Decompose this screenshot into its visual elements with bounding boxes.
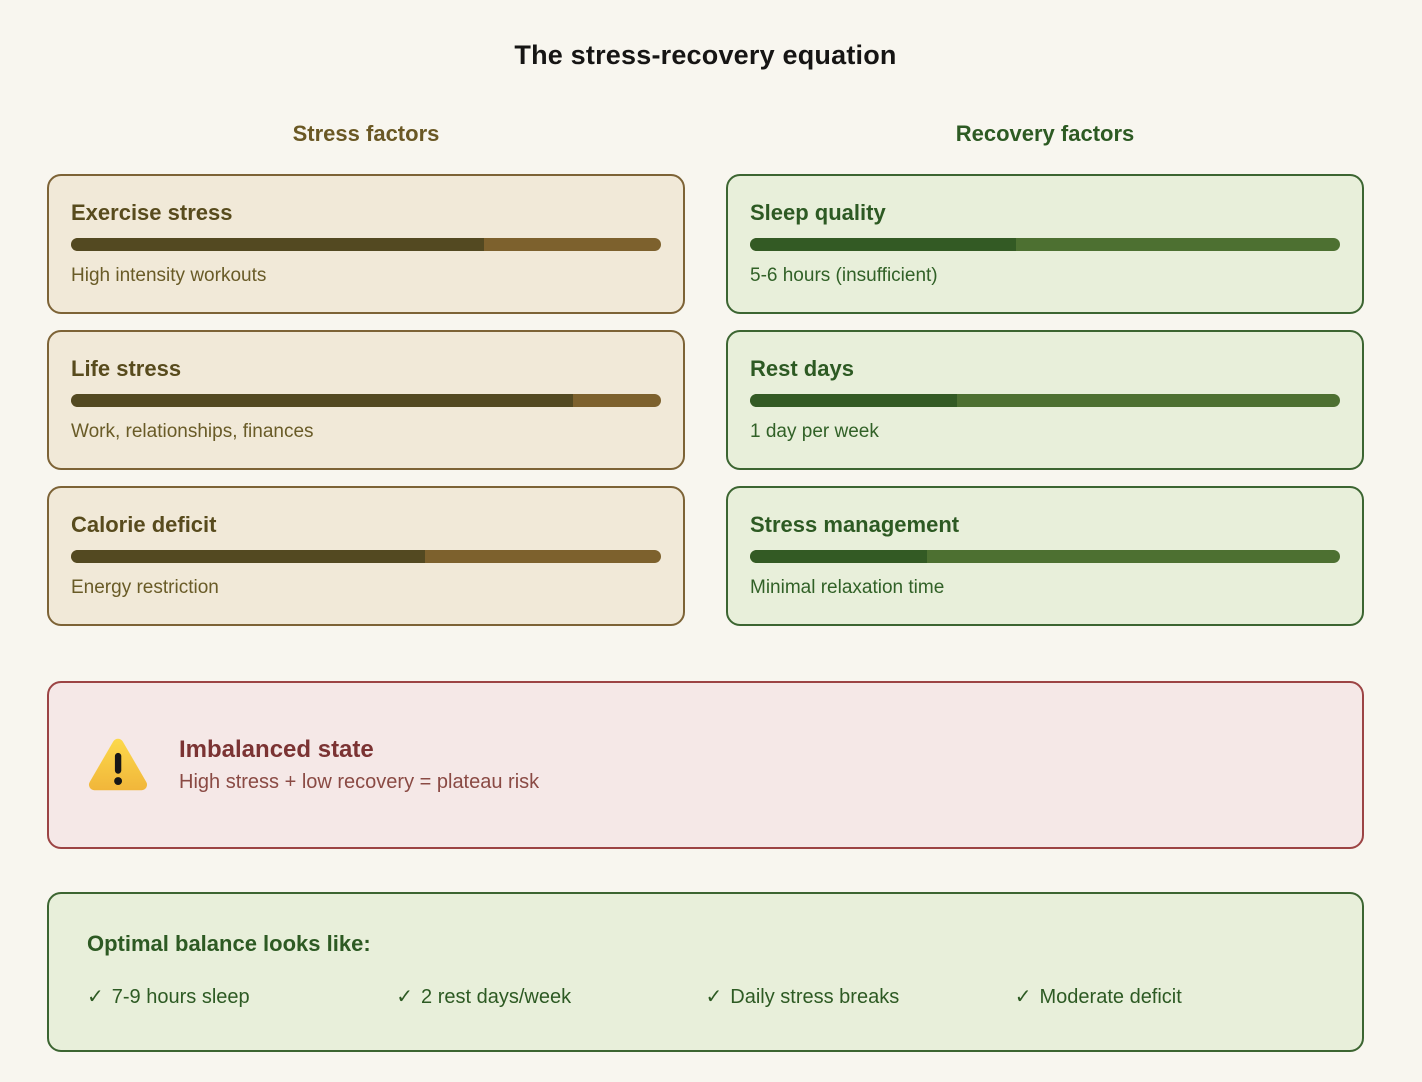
check-icon: ✓ (1014, 986, 1032, 1008)
progress-bar-fill (71, 238, 484, 252)
card-subtitle: Minimal relaxation time (750, 577, 945, 599)
card-title: Rest days (750, 356, 854, 381)
optimal-item-stress-breaks: ✓ Daily stress breaks (706, 984, 1015, 1009)
warning-subtitle: High stress + low recovery = plateau ris… (179, 771, 540, 793)
recovery-card-rest-days: Rest days 1 day per week (726, 330, 1364, 470)
column-header-stress: Stress factors (292, 121, 440, 146)
card-title: Stress management (750, 512, 960, 537)
card-title: Sleep quality (750, 200, 886, 225)
optimal-item-label: 7-9 hours sleep (111, 986, 250, 1008)
factor-columns: Stress factors Recovery factors Exercise… (47, 121, 1364, 626)
card-title: Exercise stress (71, 200, 233, 225)
stress-card-calorie-deficit: Calorie deficit Energy restriction (47, 486, 685, 626)
progress-bar-fill (71, 550, 425, 564)
optimal-items-row: ✓ 7-9 hours sleep ✓ 2 rest days/week ✓ D… (87, 984, 1324, 1009)
optimal-balance-panel: Optimal balance looks like: ✓ 7-9 hours … (47, 892, 1364, 1052)
card-subtitle: 5-6 hours (insufficient) (750, 265, 938, 287)
optimal-item-label: Moderate deficit (1039, 986, 1182, 1008)
progress-bar-fill (750, 550, 927, 564)
stress-card-life: Life stress Work, relationships, finance… (47, 330, 685, 470)
stress-card-exercise: Exercise stress High intensity workouts (47, 174, 685, 314)
optimal-item-label: Daily stress breaks (730, 986, 900, 1008)
optimal-item-label: 2 rest days/week (421, 986, 572, 1008)
optimal-heading: Optimal balance looks like: (87, 931, 371, 956)
warning-text-block: Imbalanced state High stress + low recov… (179, 736, 539, 794)
card-title: Calorie deficit (71, 512, 217, 537)
recovery-card-sleep: Sleep quality 5-6 hours (insufficient) (726, 174, 1364, 314)
check-icon: ✓ (705, 986, 723, 1008)
progress-bar-track (71, 238, 661, 252)
warning-triangle-icon (87, 737, 149, 793)
card-subtitle: High intensity workouts (71, 265, 267, 287)
card-subtitle: 1 day per week (750, 421, 879, 443)
check-icon: ✓ (396, 986, 414, 1008)
progress-bar-track (750, 550, 1340, 564)
progress-bar-fill (750, 238, 1016, 252)
optimal-item-sleep: ✓ 7-9 hours sleep (87, 984, 396, 1009)
imbalance-warning-banner: Imbalanced state High stress + low recov… (47, 681, 1364, 849)
page-title: The stress-recovery equation (514, 40, 897, 70)
card-subtitle: Work, relationships, finances (71, 421, 314, 443)
progress-bar-fill (71, 394, 573, 408)
recovery-card-stress-management: Stress management Minimal relaxation tim… (726, 486, 1364, 626)
infographic-page: The stress-recovery equation Stress fact… (47, 0, 1364, 1052)
warning-title: Imbalanced state (179, 736, 374, 763)
progress-bar-track (750, 238, 1340, 252)
optimal-item-moderate-deficit: ✓ Moderate deficit (1015, 984, 1324, 1009)
check-icon: ✓ (87, 986, 104, 1008)
card-title: Life stress (71, 356, 182, 381)
card-subtitle: Energy restriction (71, 577, 219, 599)
progress-bar-fill (750, 394, 957, 408)
progress-bar-track (71, 550, 661, 564)
progress-bar-track (750, 394, 1340, 408)
optimal-item-rest-days: ✓ 2 rest days/week (396, 984, 705, 1009)
column-header-recovery: Recovery factors (955, 121, 1135, 146)
progress-bar-track (71, 394, 661, 408)
